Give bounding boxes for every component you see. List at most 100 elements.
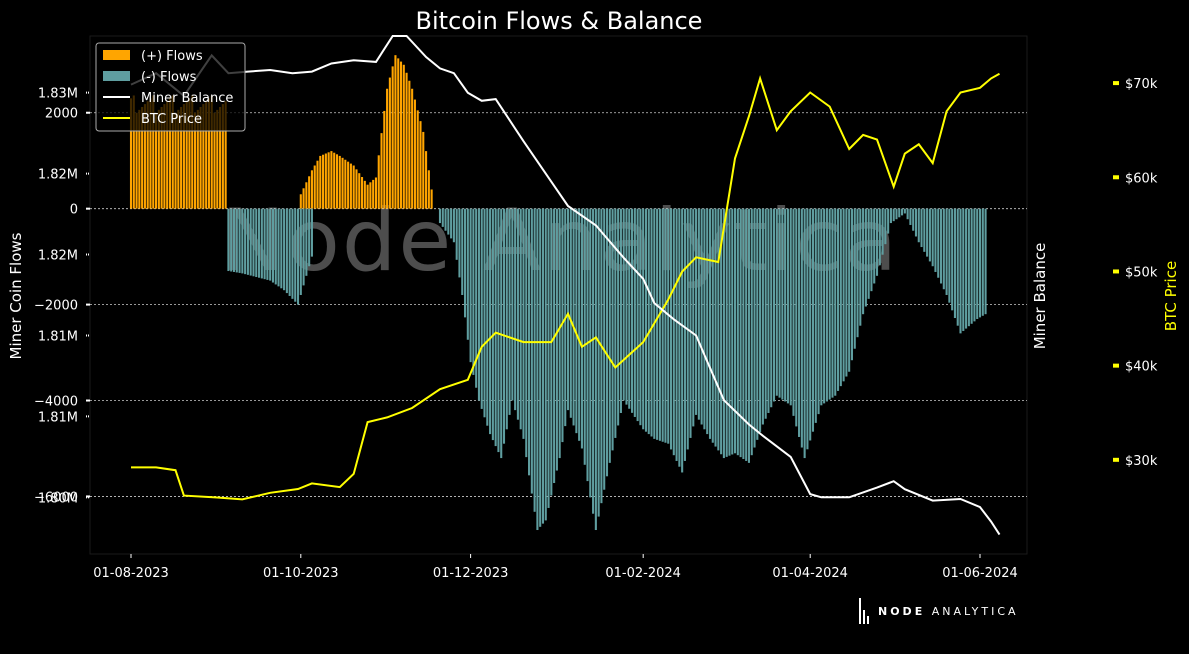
negative-flow-bar — [962, 208, 965, 331]
negative-flow-bar — [458, 208, 461, 278]
negative-flow-bar — [505, 208, 508, 430]
negative-flow-bar — [786, 208, 789, 404]
negative-flow-bar — [227, 208, 230, 272]
negative-flow-bar — [942, 208, 945, 290]
positive-flow-bar — [155, 112, 158, 209]
negative-flow-bar — [811, 208, 815, 432]
negative-flow-bar — [288, 208, 291, 296]
btc-price-line — [131, 72, 1000, 501]
negative-flow-bar — [767, 208, 770, 413]
positive-flow-bar — [213, 112, 216, 209]
positive-flow-bar — [327, 152, 330, 209]
negative-flow-bar — [230, 208, 233, 272]
negative-flow-bar — [956, 208, 959, 326]
negative-flow-bar — [945, 208, 948, 295]
negative-flow-bar — [875, 208, 879, 276]
price-tick-mark — [1113, 363, 1119, 368]
positive-flow-bar — [324, 153, 327, 209]
negative-flow-bar — [823, 208, 826, 404]
positive-flow-bar — [322, 154, 325, 209]
negative-flow-bar — [728, 208, 731, 456]
positive-flow-bar — [344, 159, 347, 209]
negative-flow-bar — [255, 208, 258, 278]
negative-flow-bar — [817, 208, 820, 415]
negative-flow-bar — [502, 208, 506, 444]
negative-flow-bar — [569, 208, 572, 418]
negative-flow-bar — [903, 208, 906, 214]
negative-flow-bar — [836, 208, 840, 391]
negative-flow-bar — [469, 208, 472, 363]
positive-flow-bar — [171, 95, 174, 209]
y-right-label: Miner Balance — [1031, 243, 1049, 350]
negative-flow-bar — [850, 208, 853, 361]
negative-flow-bar — [617, 208, 620, 426]
negative-flow-bar — [906, 208, 909, 220]
negative-flow-bar — [489, 208, 492, 435]
negative-flow-bar — [299, 208, 302, 295]
negative-flow-bar — [246, 208, 249, 275]
negative-flow-bar — [519, 208, 522, 430]
positive-flow-bar — [143, 104, 146, 209]
negative-flow-bar — [725, 208, 728, 457]
flow-tick-label: −6000 — [34, 490, 78, 505]
price-axis-ticks: $70k $60k $50k $40k $30k — [1113, 77, 1158, 469]
balance-tick-label: 1.82M — [38, 249, 78, 264]
negative-flow-bar — [873, 208, 876, 284]
plot-area — [89, 35, 1028, 555]
negative-flow-bar — [466, 208, 469, 340]
negative-flow-bar — [901, 208, 904, 216]
negative-flow-bar — [848, 208, 851, 372]
positive-flow-bar — [352, 165, 355, 209]
flow-axis-ticks: 2000 0 −2000 −4000 −6000 — [34, 107, 90, 505]
positive-flow-bar — [166, 101, 169, 209]
negative-flow-bar — [683, 208, 686, 461]
negative-flow-bar — [452, 208, 455, 243]
positive-flow-bar — [360, 177, 364, 209]
y-right2-label: BTC Price — [1162, 261, 1180, 331]
negative-flow-bar — [928, 208, 931, 262]
negative-flow-bar — [508, 208, 511, 415]
negative-flow-bar — [939, 208, 943, 284]
positive-flow-bar — [355, 169, 358, 209]
negative-flow-bar — [978, 208, 982, 318]
negative-flow-bar — [856, 208, 859, 338]
negative-flow-bar — [937, 208, 940, 278]
negative-flow-bar — [631, 208, 634, 413]
legend-swatch-positive — [103, 50, 130, 60]
negative-flow-bar — [667, 208, 670, 444]
negative-flow-bar — [450, 208, 453, 239]
negative-flow-bar — [711, 208, 714, 443]
negative-flow-bar — [594, 208, 597, 531]
positive-flow-bar — [349, 163, 352, 209]
negative-flow-bar — [511, 208, 514, 401]
positive-flow-bar — [391, 66, 394, 209]
negative-flow-bar — [864, 208, 867, 307]
positive-flow-bar — [330, 151, 333, 209]
negative-flow-bar — [280, 208, 283, 289]
negative-flow-bar — [681, 208, 684, 473]
negative-flow-bar — [862, 208, 865, 315]
negative-flow-bar — [642, 208, 645, 430]
negative-flow-bar — [483, 208, 486, 418]
negative-flow-bar — [597, 208, 600, 517]
positive-flow-bar — [383, 110, 386, 209]
negative-flow-bar — [798, 208, 801, 437]
positive-flow-bar — [341, 157, 344, 209]
negative-flow-bar — [778, 208, 781, 398]
brand-mark-icon — [858, 598, 872, 624]
positive-flow-bar — [430, 189, 433, 209]
flow-tick-label: −4000 — [34, 395, 78, 410]
chart-title: Bitcoin Flows & Balance — [416, 7, 703, 35]
negative-flow-bar — [269, 208, 272, 281]
negative-flow-bar — [558, 208, 561, 459]
negative-flow-bar — [628, 208, 631, 409]
positive-flow-bar — [335, 154, 339, 209]
negative-flow-bar — [656, 208, 659, 440]
negative-flow-bar — [271, 208, 275, 283]
negative-flow-bar — [636, 208, 639, 422]
negative-flow-bar — [455, 208, 458, 260]
negative-flow-bar — [241, 208, 244, 274]
positive-flow-bar — [363, 180, 366, 209]
negative-flow-bar — [561, 208, 564, 443]
price-tick-label: $70k — [1125, 77, 1158, 92]
